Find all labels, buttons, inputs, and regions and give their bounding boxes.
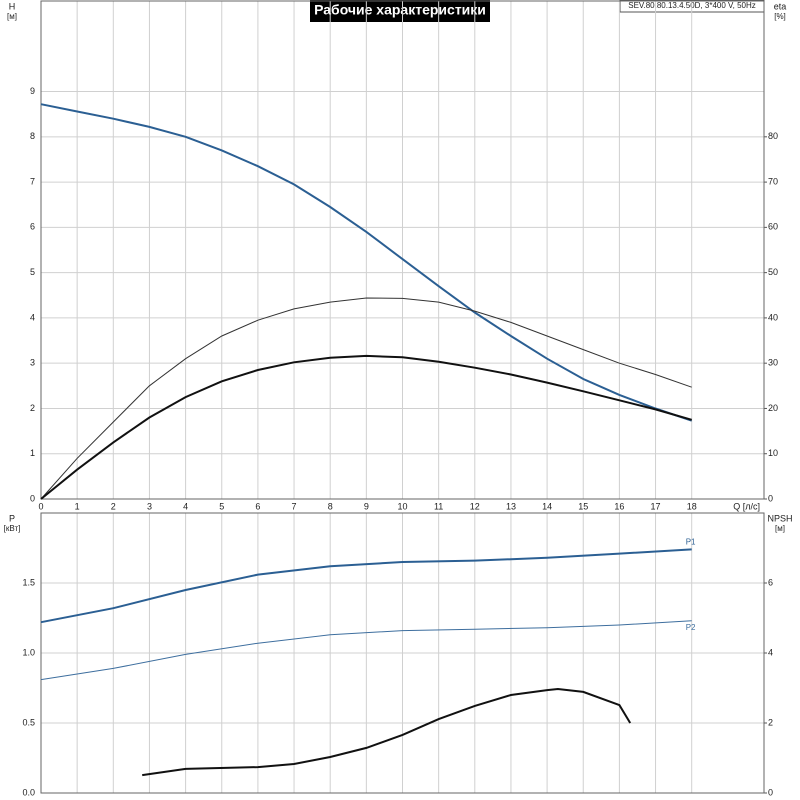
y2-axis-label: eta [774, 1, 787, 11]
y2-tick-label: 0 [768, 787, 773, 797]
y-tick-label: 1 [30, 448, 35, 458]
y2-tick-label: 2 [768, 717, 773, 727]
curve [40, 103, 693, 422]
y2-tick-label: 60 [768, 222, 778, 232]
x-tick-label: 15 [578, 501, 588, 511]
plot-frame [40, 512, 765, 794]
y-axis-label: H [9, 1, 16, 11]
y-tick-label: 8 [30, 131, 35, 141]
curve [40, 354, 692, 500]
y2-tick-label: 50 [768, 267, 778, 277]
y-tick-label: 4 [30, 312, 35, 322]
y2-tick-label: 6 [768, 577, 773, 587]
x-tick-label: 16 [614, 501, 624, 511]
x-tick-label: 4 [183, 501, 188, 511]
y-axis-unit: [м] [7, 12, 17, 21]
y-tick-label: 2 [30, 403, 35, 413]
x-tick-label: 17 [651, 501, 661, 511]
x-tick-label: 11 [434, 501, 443, 511]
y2-tick-label: 4 [768, 647, 773, 657]
x-tick-label: 7 [292, 501, 297, 511]
y-axis-label: P [9, 513, 15, 523]
y-tick-label: 7 [30, 176, 35, 186]
y-axis-unit: [кВт] [4, 524, 21, 533]
y-tick-label: 1.0 [22, 647, 35, 657]
y2-tick-label: 0 [768, 493, 773, 503]
x-tick-label: 6 [255, 501, 260, 511]
y-tick-label: 3 [30, 358, 35, 368]
plot-frame [40, 0, 765, 500]
x-axis-label: Q [л/с] [733, 501, 760, 511]
y2-axis-unit: [м] [775, 524, 785, 533]
y-tick-label: 0.5 [22, 717, 35, 727]
y-tick-label: 0.0 [22, 787, 35, 797]
x-tick-label: 1 [75, 501, 80, 511]
y-tick-label: 6 [30, 222, 35, 232]
x-tick-label: 0 [38, 501, 43, 511]
x-tick-label: 12 [470, 501, 480, 511]
y2-tick-label: 30 [768, 358, 778, 368]
y2-tick-label: 10 [768, 448, 778, 458]
x-tick-label: 3 [147, 501, 152, 511]
curve [142, 687, 632, 777]
x-tick-label: 2 [111, 501, 116, 511]
y-tick-label: 5 [30, 267, 35, 277]
title-bg [310, 0, 490, 22]
y2-tick-label: 80 [768, 131, 778, 141]
x-tick-label: 5 [219, 501, 224, 511]
y2-tick-label: 70 [768, 176, 778, 186]
x-tick-label: 8 [328, 501, 333, 511]
x-tick-label: 14 [542, 501, 552, 511]
y-tick-label: 1.5 [22, 577, 35, 587]
x-tick-label: 9 [364, 501, 369, 511]
curve [40, 620, 692, 681]
y-tick-label: 9 [30, 86, 35, 96]
y2-axis-label: NPSH [767, 513, 792, 523]
series-label: P1 [686, 538, 696, 547]
y2-tick-label: 40 [768, 312, 778, 322]
x-tick-label: 10 [397, 501, 407, 511]
y2-axis-unit: [%] [774, 12, 786, 21]
x-tick-label: 13 [506, 501, 516, 511]
curve [40, 548, 692, 624]
y-tick-label: 0 [30, 493, 35, 503]
x-tick-label: 18 [687, 501, 697, 511]
series-label: P2 [686, 623, 696, 632]
chart-title: Рабочие характеристики [314, 2, 486, 18]
y2-tick-label: 20 [768, 403, 778, 413]
curve [40, 297, 692, 500]
